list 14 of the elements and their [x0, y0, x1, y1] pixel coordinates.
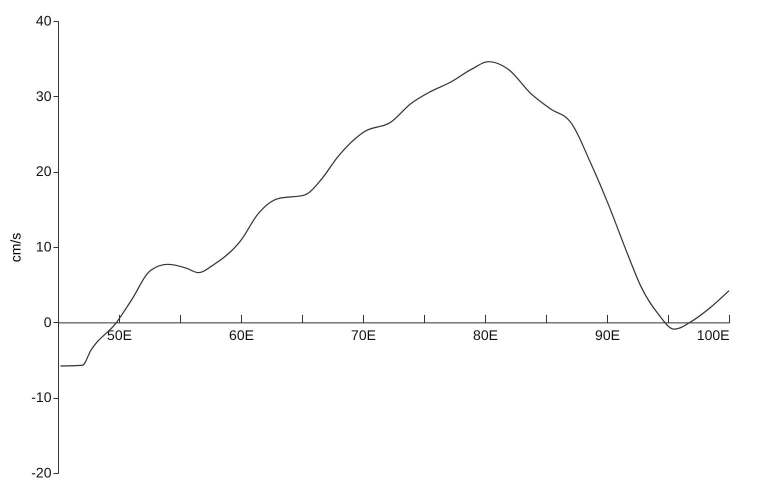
x-tick-label: 50E — [107, 326, 132, 343]
x-tick-label: 90E — [595, 326, 620, 343]
y-tick-label: 0 — [44, 314, 52, 330]
y-axis-title: cm/s — [7, 232, 24, 262]
x-tick-label: 100E — [696, 326, 730, 343]
y-tick-label: 40 — [36, 12, 52, 28]
y-tick-label: 30 — [36, 88, 52, 104]
x-tick-label: 70E — [351, 326, 376, 343]
y-tick-label: 10 — [36, 238, 52, 254]
y-tick-label: -20 — [31, 464, 52, 478]
y-tick-label: 20 — [36, 163, 52, 180]
x-tick-label: 80E — [473, 326, 498, 343]
y-tick-label: -10 — [31, 389, 52, 406]
x-tick-label: 60E — [229, 326, 254, 343]
